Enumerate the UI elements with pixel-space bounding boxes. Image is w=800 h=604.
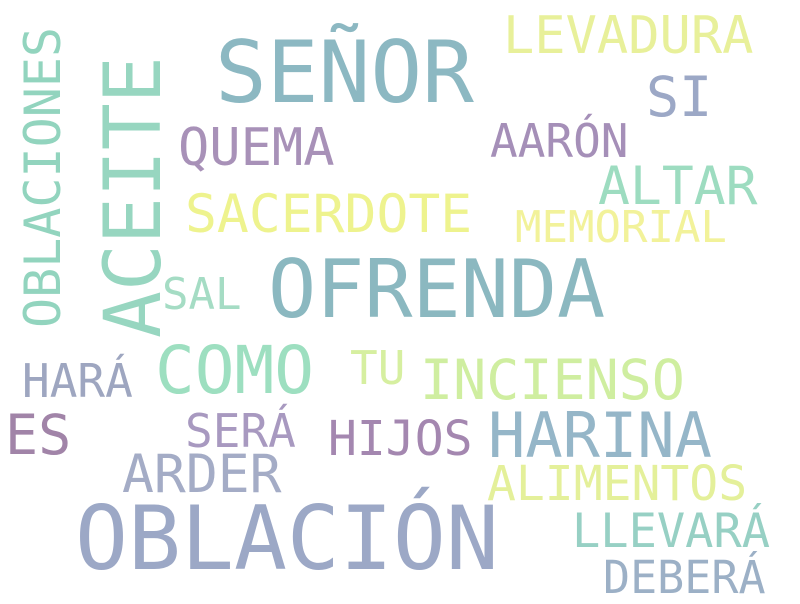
word-senor: SEÑOR <box>215 23 474 123</box>
word-arder: ARDER <box>122 444 282 505</box>
word-levadura: LEVADURA <box>503 6 754 66</box>
word-alimentos: ALIMENTOS <box>487 456 748 512</box>
word-memorial: MEMORIAL <box>515 202 727 253</box>
word-debera: DEBERÁ <box>603 551 766 604</box>
word-sal: SAL <box>162 269 242 320</box>
word-altar: ALTAR <box>598 156 758 217</box>
word-ofrenda: OFRENDA <box>268 243 606 336</box>
word-incienso: INCIENSO <box>420 348 685 412</box>
word-oblacion: OBLACIÓN <box>75 487 499 590</box>
word-quema: QUEMA <box>178 118 335 178</box>
word-harina: HARINA <box>488 399 712 472</box>
word-hara: HARÁ <box>22 354 133 408</box>
word-tu: TU <box>350 341 406 395</box>
word-si: SI <box>646 65 713 129</box>
word-es: ES <box>5 403 72 467</box>
word-hijos: HIJOS <box>328 411 473 467</box>
word-oblaciones: OBLACIONES <box>14 26 72 328</box>
word-llevara: LLEVARÁ <box>572 504 771 559</box>
word-sera: SERÁ <box>185 404 296 458</box>
word-aaron: AARÓN <box>490 114 629 168</box>
word-como: COMO <box>155 332 314 409</box>
word-sacerdote: SACERDOTE <box>185 184 473 245</box>
